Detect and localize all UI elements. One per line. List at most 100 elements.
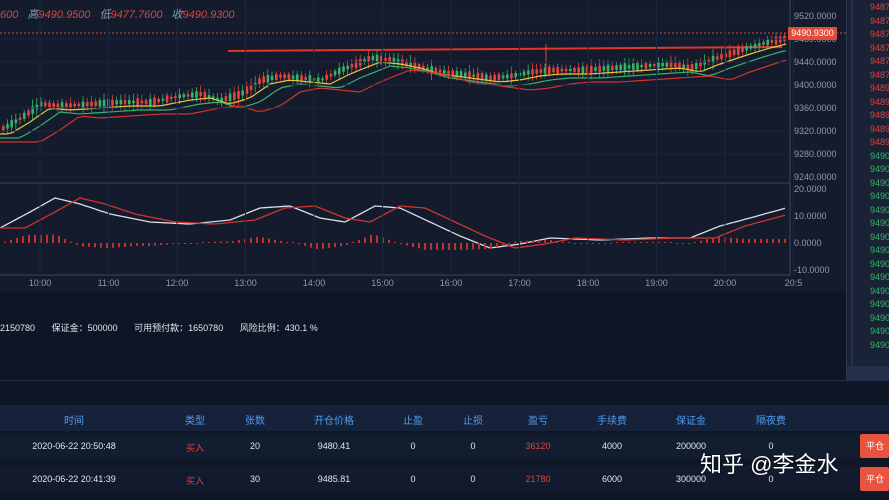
candle-body [632,63,635,70]
order-book-ladder[interactable]: 9487 9487 9487 9487 9487 9487 9489 9489 9489 9489… [846,0,889,380]
header-time[interactable]: 时间 [64,416,84,427]
macd-histogram-bar [682,243,684,244]
ladder-price[interactable]: 9489 [869,123,889,134]
candle-body [476,72,480,80]
trend-line-resistance[interactable] [227,46,783,52]
ladder-price[interactable]: 9490 [869,231,889,242]
ladder-price[interactable]: 9490 [869,164,889,174]
ladder-scrollbar[interactable] [847,366,889,380]
candle-body [287,74,291,80]
low-value: 9477.7600 [110,9,163,21]
macd-histogram-bar [4,241,6,243]
header-stop-loss[interactable]: 止损 [463,416,483,427]
header-lots[interactable]: 张数 [245,416,265,427]
candle-body [615,65,618,70]
ladder-price[interactable]: 9490 [869,272,889,282]
macd-histogram-bar [694,242,696,243]
ladder-price[interactable]: 9490 [869,326,889,336]
macd-histogram-bar [508,243,510,244]
ladder-price[interactable]: 9490 [869,191,889,201]
time-axis-labels: 10:00 11:00 12:00 13:00 14:00 15:00 16:00 17:00… [29,0,802,288]
macd-histogram-bar [430,243,432,250]
macd-tick-label: 0.0000 [794,238,822,248]
header-pnl[interactable]: 盈亏 [528,416,548,427]
candle-body [371,56,375,61]
candle-body [417,64,421,69]
candle-body [128,99,131,105]
ladder-price[interactable]: 9490 [869,245,889,255]
candle-body [329,73,333,77]
candle-body [573,68,576,72]
ladder-price[interactable]: 9490 [869,204,889,215]
ladder-price[interactable]: 9490 [869,339,889,350]
ladder-price[interactable]: 9487 [869,42,889,53]
macd-histogram-bar [532,240,534,243]
candle-body [682,64,685,69]
candle-body [527,70,530,75]
macd-histogram-bar [784,238,786,243]
candle-body [199,92,202,97]
ladder-price[interactable]: 9490 [869,258,889,269]
candle-body [321,78,324,81]
macd-histogram-bar [202,242,204,243]
candle-body [123,100,127,104]
ladder-price[interactable]: 9489 [869,83,889,93]
header-type[interactable]: 类型 [185,416,205,427]
macd-histogram-bar [328,243,330,248]
header-open-price[interactable]: 开仓价格 [314,416,354,427]
candle-body [585,66,589,73]
table-row[interactable]: 2020-06-22 20:50:48 买入 20 9480.41 0 0 36… [0,433,860,459]
risk-info: 风险比例：430.1 % [240,323,318,333]
candle-body [31,106,34,114]
header-fee[interactable]: 手续费 [597,416,627,427]
close-position-button[interactable]: 平仓 [860,434,889,458]
chart-area[interactable]: 9520.00009480.00009440.00009400.00009360… [0,0,846,292]
ladder-price[interactable]: 9490 [869,285,889,296]
candle-body [258,78,261,85]
macd-histogram-bar [376,235,378,243]
candle-body [35,104,39,110]
macd-histogram-bar [118,243,120,248]
macd-axis-labels: 20.0000 10.0000 0.0000 -10.0000 [794,184,830,275]
macd-histogram-bar [232,241,234,243]
ladder-price[interactable]: 9490 [869,299,889,309]
ladder-price[interactable]: 9489 [869,110,889,120]
ladder-price[interactable]: 9490 [869,177,889,188]
price-chart[interactable]: 9520.00009480.00009440.00009400.00009360… [0,0,846,292]
ladder-price[interactable]: 9487 [869,29,889,39]
macd-histogram-bar [196,243,198,244]
ladder-price[interactable]: 9487 [869,15,889,26]
macd-histogram-bar [628,242,630,243]
candle-body [119,99,123,105]
table-row[interactable]: 2020-06-22 20:41:39 买入 30 9485.81 0 0 21… [0,466,860,492]
high-label: 高 [27,9,39,21]
candle-body [220,97,223,103]
candle-body [611,65,614,70]
macd-histogram-bar [460,243,462,250]
header-take-profit[interactable]: 止盈 [403,416,423,427]
candle-body [380,55,383,63]
header-margin[interactable]: 保证金 [676,416,706,427]
candle-body [291,75,295,79]
cell-margin: 300000 [675,474,707,484]
close-position-button[interactable]: 平仓 [860,467,889,491]
candle-body [434,67,438,74]
candle-body [60,102,64,110]
candle-body [140,100,144,104]
candle-body [674,62,677,67]
moving-average-line [0,50,787,139]
ladder-price[interactable]: 9489 [869,96,889,107]
macd-histogram-bar [406,243,408,246]
ladder-price[interactable]: 9487 [869,2,889,12]
macd-tick-label: 10.0000 [794,211,827,221]
candle-body [191,92,194,98]
candle-body [182,94,186,98]
cell-take-profit: 0 [410,474,416,484]
ladder-price[interactable]: 9490 [869,150,889,161]
ladder-price[interactable]: 9490 [869,218,889,228]
header-overnight-fee[interactable]: 隔夜费 [756,416,786,427]
ladder-price[interactable]: 9487 [869,69,889,80]
ladder-price[interactable]: 9489 [869,137,889,147]
ladder-price[interactable]: 9487 [869,56,889,66]
ladder-price[interactable]: 9490 [869,312,889,323]
